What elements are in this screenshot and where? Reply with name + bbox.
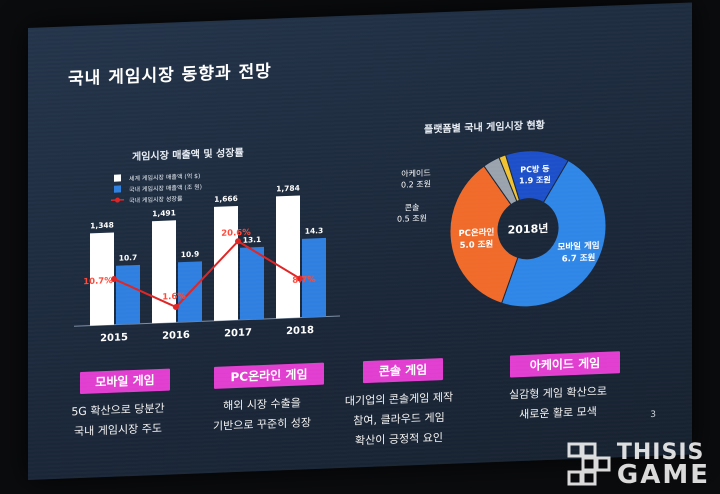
legend-label: 세계 게임시장 매출액 (억 $): [129, 172, 200, 183]
bar-label-world: 1,666: [214, 194, 238, 204]
pie-slice-name: PC온라인: [458, 227, 494, 239]
presentation-slide: 국내 게임시장 동향과 전망 게임시장 매출액 및 성장률 세계 게임시장 매출…: [28, 2, 692, 480]
legend-marker: [115, 197, 120, 203]
category-pill-arcade: 아케이드 게임: [510, 351, 620, 378]
legend-label: 국내 게임시장 성장률: [129, 195, 183, 205]
legend-label: 국내 게임시장 매출액 (조 원): [129, 183, 202, 194]
category-pill-pc-online: PC온라인 게임: [214, 362, 324, 389]
bar-label-korea: 13.1: [243, 235, 262, 245]
growth-rate-label: 10.7%: [83, 276, 113, 287]
category-desc-console: 대기업의 콘솔게임 제작 참여, 클라우드 게임 확산이 긍정적 요인: [324, 387, 474, 453]
pie-slice-name: 콘솔: [405, 203, 420, 213]
bar-world-revenue: [152, 220, 176, 324]
watermark-line1: THISIS: [616, 440, 705, 465]
growth-rate-label: 8.7%: [292, 275, 316, 286]
category-pill-console: 콘솔 게임: [363, 358, 443, 384]
slide-title: 국내 게임시장 동향과 전망: [68, 61, 272, 90]
pie-slice: [500, 159, 607, 308]
bar-label-world: 1,348: [90, 220, 114, 230]
bar-korea-revenue: [240, 246, 264, 320]
pie-slice-value: 0.2 조원: [401, 180, 431, 190]
bar-chart-title: 게임시장 매출액 및 성장률: [132, 147, 244, 164]
pie-slice-name: 모바일 게임: [558, 240, 600, 253]
revenue-growth-chart: 세계 게임시장 매출액 (억 $)국내 게임시장 매출액 (조 원)국내 게임시…: [74, 172, 340, 344]
category-desc-mobile: 5G 확산으로 당분간 국내 게임시장 주도: [48, 398, 188, 443]
x-tick-label: 2016: [162, 330, 190, 342]
watermark: THISIS GAME: [567, 440, 710, 490]
page-number: 3: [650, 409, 656, 421]
category-desc-pc-online: 해외 시장 수출을 기반으로 꾸준히 성장: [192, 392, 332, 437]
bar-world-revenue: [90, 232, 114, 326]
desc-line: 국내 게임시장 주도: [74, 421, 162, 439]
x-tick-label: 2015: [100, 332, 128, 344]
growth-rate-point: [297, 275, 303, 282]
category-pill-mobile: 모바일 게임: [80, 368, 170, 395]
pie-slice-value: 0.5 조원: [397, 214, 427, 224]
desc-line: 기반으로 꾸준히 성장: [212, 416, 312, 433]
bar-label-korea: 14.3: [305, 226, 324, 236]
growth-rate-label: 20.6%: [221, 228, 251, 239]
growth-rate-point: [235, 238, 241, 245]
bar-label-korea: 10.7: [119, 253, 138, 263]
legend-swatch: [114, 174, 121, 182]
bar-label-world: 1,491: [152, 208, 176, 218]
pie-slice-value: 6.7 조원: [562, 252, 596, 264]
watermark-line2: GAME: [616, 460, 710, 490]
pie-slice: [498, 154, 520, 203]
pie-slice-value: 1.9 조원: [519, 174, 551, 185]
legend-swatch: [114, 185, 121, 193]
bar-korea-revenue: [302, 237, 326, 318]
growth-rate-line: [113, 239, 301, 309]
bar-world-revenue: [276, 195, 300, 319]
pie-center-label: 2018년: [508, 221, 549, 237]
bar-korea-revenue: [116, 264, 140, 325]
watermark-logo-icon: [567, 442, 611, 486]
bar-label-world: 1,784: [276, 183, 300, 193]
x-tick-label: 2017: [224, 327, 252, 339]
pie-slice-value: 5.0 조원: [460, 239, 494, 251]
category-desc-arcade: 실감형 게임 확산으로 새로운 활로 모색: [488, 381, 628, 426]
pie-slice: [449, 165, 519, 304]
growth-rate-point: [111, 276, 117, 283]
growth-rate-point: [173, 303, 179, 310]
growth-rate-label: 1.6%: [162, 292, 186, 303]
pie-slice-name: 아케이드: [401, 168, 430, 179]
bar-label-korea: 10.9: [181, 249, 200, 259]
pie-slice-name: PC방 등: [520, 163, 550, 174]
x-tick-label: 2018: [286, 325, 314, 337]
bar-world-revenue: [214, 205, 238, 321]
